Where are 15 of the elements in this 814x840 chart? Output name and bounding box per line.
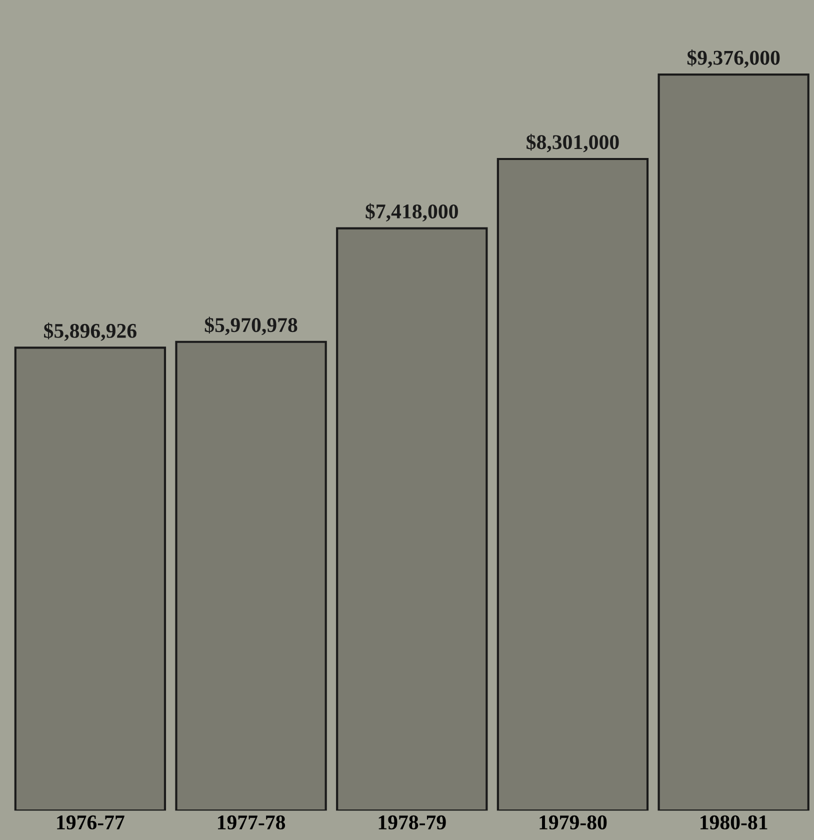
data-label: $7,418,000: [366, 203, 458, 222]
bar: [14, 346, 166, 811]
x-tick-label: 1978-79: [378, 815, 446, 830]
bar: [336, 227, 488, 811]
bar: [496, 158, 649, 811]
x-tick-label: 1976-77: [57, 815, 124, 830]
x-tick-label: 1977-78: [218, 815, 286, 830]
bar: [175, 340, 327, 811]
data-label: $8,301,000: [526, 134, 619, 152]
bar: [658, 74, 810, 811]
data-label: $5,896,926: [44, 322, 136, 341]
x-tick-label: 1979-80: [540, 815, 607, 830]
data-label: $5,970,978: [204, 316, 298, 336]
x-tick-label: 1980-81: [700, 815, 768, 830]
data-label: $9,376,000: [687, 50, 780, 68]
